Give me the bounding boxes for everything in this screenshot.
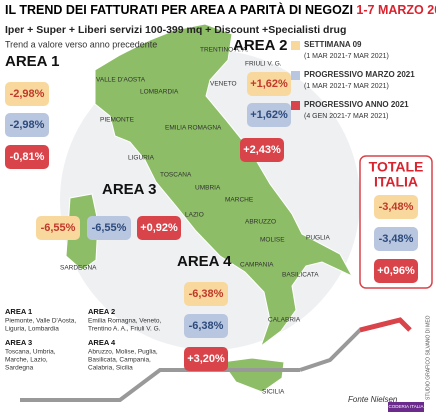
- legend-label: PROGRESSIVO MARZO 2021: [304, 70, 415, 79]
- region-label: VENETO: [210, 81, 237, 88]
- badge: [374, 195, 418, 219]
- badge-value: -2,98%: [10, 88, 45, 100]
- key-regions: Trentino A. A., Friuli V. G.: [88, 326, 161, 333]
- region-label: BASILICATA: [282, 272, 319, 279]
- badge: [5, 82, 49, 106]
- key-regions: Marche, Lazio,: [5, 357, 48, 364]
- badge-value: +3,20%: [187, 353, 225, 365]
- region-label: PIEMONTE: [100, 117, 135, 124]
- subtitle: Iper + Super + Liberi servizi 100-399 mq…: [5, 24, 346, 36]
- key-regions: Calabria, Sicilia: [88, 365, 133, 372]
- italy-mainland: [94, 23, 354, 348]
- badge: [247, 103, 291, 127]
- region-label: SARDEGNA: [60, 265, 97, 272]
- badge-value: +2,43%: [243, 144, 281, 156]
- total-title: ITALIA: [374, 174, 418, 190]
- legend-period: (1 MAR 2021-7 MAR 2021): [304, 53, 389, 60]
- key-name: AREA 2: [88, 307, 115, 316]
- logo-box: [388, 402, 424, 412]
- region-label: SICILIA: [262, 389, 285, 396]
- source: Fonte Nielsen: [348, 395, 398, 404]
- legend-swatch: [291, 41, 300, 50]
- key-name: AREA 4: [88, 338, 116, 347]
- region-label: PUGLIA: [306, 235, 331, 242]
- total-title: TOTALE: [369, 159, 424, 175]
- badge: [36, 216, 80, 240]
- region-label: MOLISE: [260, 237, 285, 244]
- badge: [137, 216, 181, 240]
- region-label: UMBRIA: [195, 185, 221, 192]
- region-label: CAMPANIA: [240, 262, 274, 269]
- badge-value: -6,38%: [189, 288, 224, 300]
- region-label: MARCHE: [225, 197, 254, 204]
- region-label: FRIULI V. G.: [245, 61, 282, 68]
- badge: [87, 216, 131, 240]
- region-label: LIGURIA: [128, 155, 155, 162]
- title: IL TREND DEI FATTURATI PER AREA A PARITÀ…: [5, 2, 436, 17]
- logo: CODERIA ITALIA: [389, 404, 424, 409]
- badge-value: +1,62%: [250, 109, 288, 121]
- badge-value: -6,55%: [41, 222, 76, 234]
- region-label: ABRUZZO: [245, 219, 276, 226]
- sicily: [221, 357, 285, 393]
- key-name: AREA 3: [5, 338, 32, 347]
- badge-value: -6,55%: [92, 222, 127, 234]
- key-regions: Basilicata, Campania,: [88, 357, 151, 364]
- area-name: AREA 1: [5, 53, 59, 70]
- badge-value: -3,48%: [379, 201, 414, 213]
- total-box: [359, 155, 433, 289]
- badge: [374, 259, 418, 283]
- legend-swatch: [291, 71, 300, 80]
- legend-label: PROGRESSIVO ANNO 2021: [304, 100, 409, 109]
- region-label: LOMBARDIA: [140, 89, 179, 96]
- area-name: AREA 4: [177, 253, 232, 270]
- title-text: IL TREND DEI FATTURATI PER AREA A PARITÀ…: [5, 2, 353, 17]
- badge: [5, 113, 49, 137]
- legend-swatch: [291, 101, 300, 110]
- key-regions: Toscana, Umbria,: [5, 349, 56, 356]
- key-name: AREA 1: [5, 307, 32, 316]
- badge: [240, 138, 284, 162]
- badge-value: -0,81%: [10, 151, 45, 163]
- region-label: EMILIA ROMAGNA: [165, 125, 222, 132]
- credit: STUDIO GRAFICO SILVANO DI MEO: [425, 315, 431, 400]
- key-regions: Liguria, Lombardia: [5, 326, 59, 333]
- badge: [247, 72, 291, 96]
- region-label: LAZIO: [185, 212, 204, 219]
- title-date: 1-7 MARZO 2021: [356, 3, 436, 17]
- map: [65, 23, 354, 393]
- badge: [374, 227, 418, 251]
- cart-handle: [359, 317, 412, 333]
- key-regions: Emilia Romagna, Veneto,: [88, 318, 162, 325]
- badge-value: -2,98%: [10, 119, 45, 131]
- key-regions: Sardegna: [5, 365, 34, 372]
- legend-period: (4 GEN 2021-7 MAR 2021): [304, 113, 388, 120]
- region-label: CALABRIA: [268, 317, 301, 324]
- region-label: VALLE D'AOSTA: [96, 77, 146, 84]
- region-label: TRENTINO A. A.: [200, 47, 249, 54]
- badge: [184, 314, 228, 338]
- note: Trend a valore verso anno precedente: [5, 39, 157, 49]
- badge-value: -6,38%: [189, 320, 224, 332]
- region-label: TOSCANA: [160, 172, 192, 179]
- badge: [184, 282, 228, 306]
- badge-value: -3,48%: [379, 233, 414, 245]
- key-regions: Abruzzo, Molise, Puglia,: [88, 349, 158, 356]
- area-name: AREA 2: [233, 37, 287, 54]
- legend-period: (1 MAR 2021-7 MAR 2021): [304, 83, 389, 90]
- badge-value: +0,92%: [140, 222, 178, 234]
- legend-label: SETTIMANA 09: [304, 40, 362, 49]
- badge-value: +1,62%: [250, 78, 288, 90]
- area-name: AREA 3: [102, 181, 156, 198]
- key-regions: Piemonte, Valle D'Aosta,: [5, 318, 76, 325]
- badge: [184, 347, 228, 371]
- badge: [5, 145, 49, 169]
- badge-value: +0,96%: [377, 265, 415, 277]
